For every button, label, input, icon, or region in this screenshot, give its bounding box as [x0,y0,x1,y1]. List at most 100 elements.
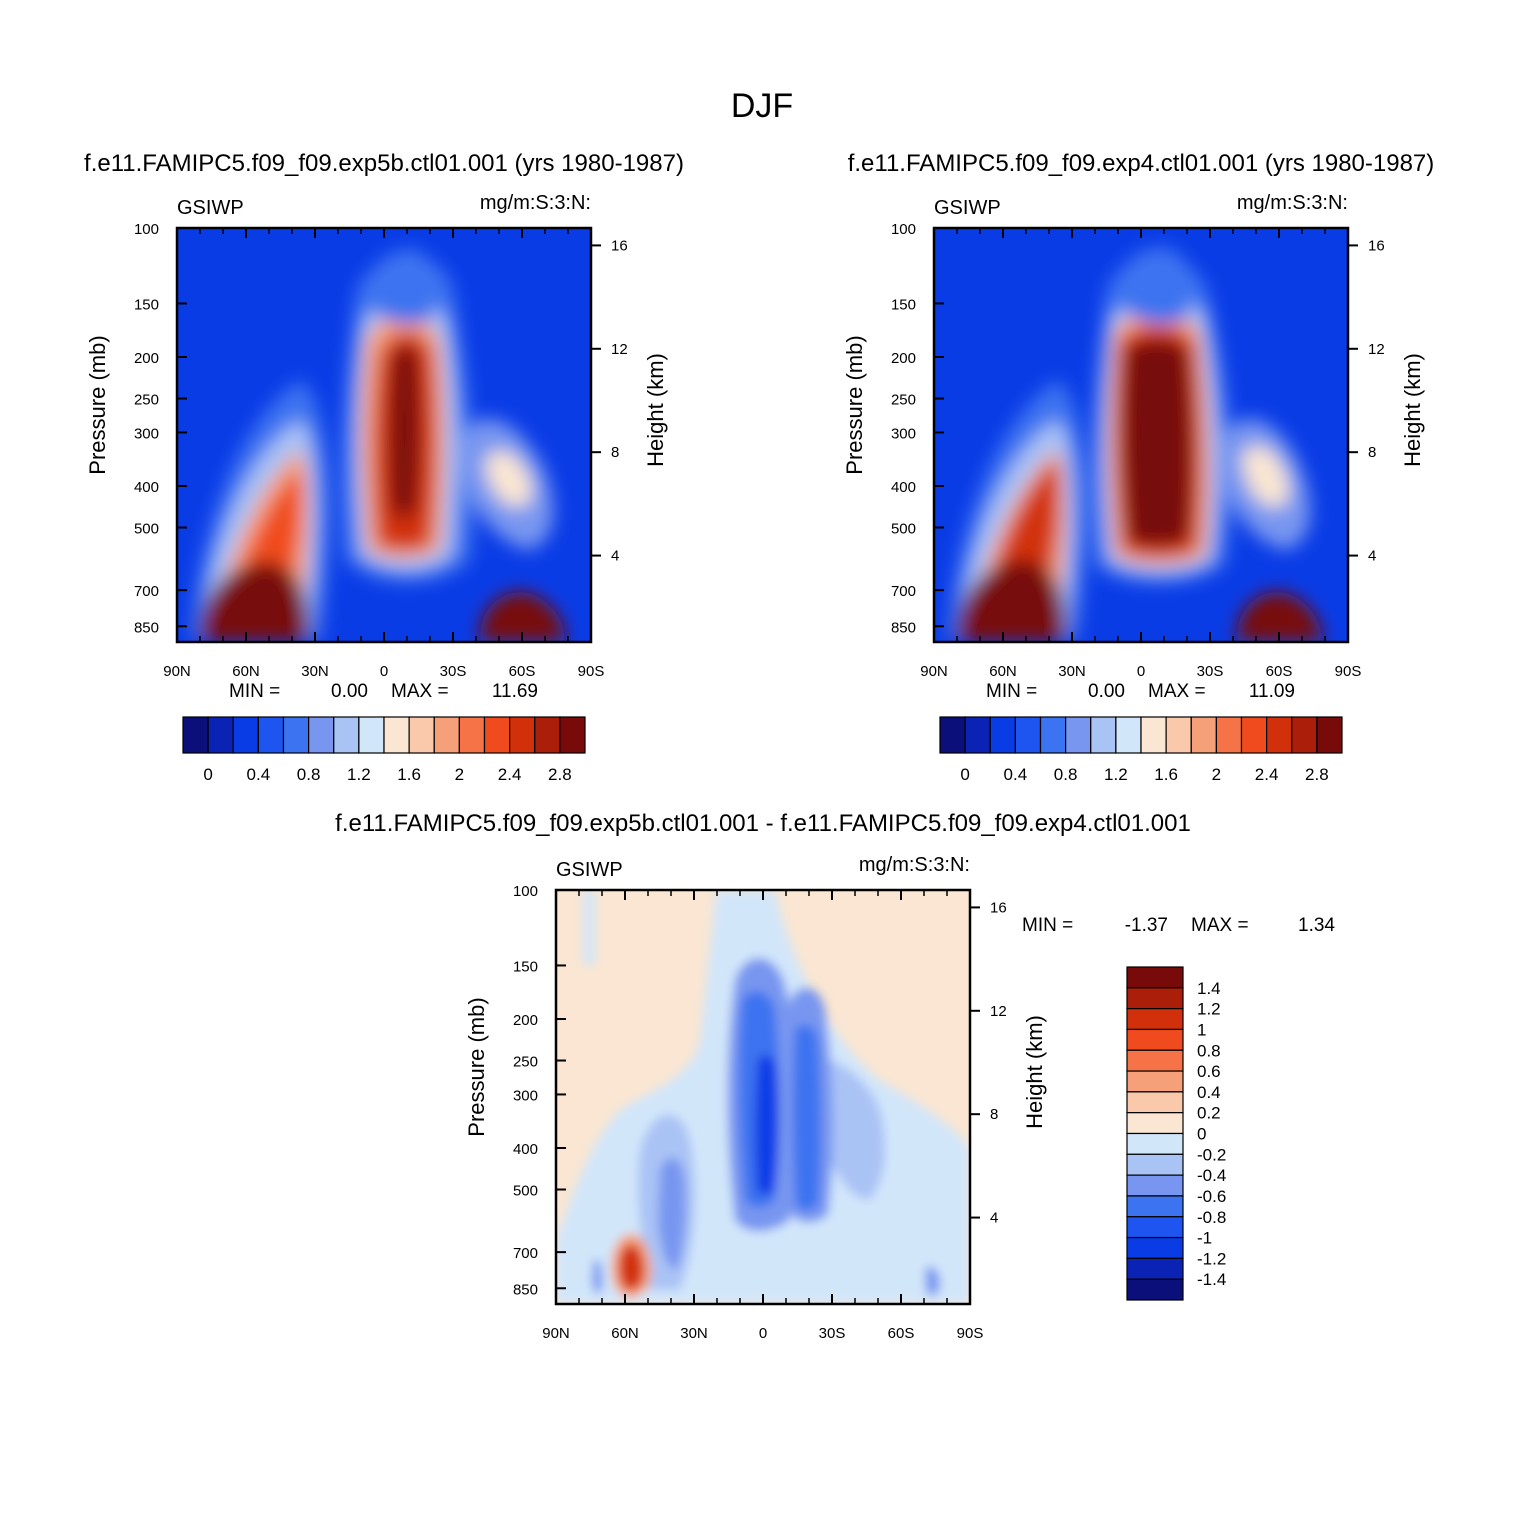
right-panel-left-string: GSIWP [934,197,1001,219]
y-tick-label: 150 [513,958,538,975]
y2-tick-label: 4 [990,1210,998,1227]
x-tick-label: 60N [989,663,1017,680]
right-colorbar: 0 0.4 0.8 1.2 1.6 2 2.4 2.8 [939,716,1343,784]
colorbar-box [308,716,335,754]
left-panel-right-string: mg/m:S:3:N: [480,192,591,214]
y-tick-label: 100 [513,883,538,900]
colorbar-box [358,716,385,754]
colorbar-label: 2.8 [548,765,572,784]
x-tick-label: 30N [680,1325,708,1342]
right-max-value: 11.09 [1249,681,1295,702]
y2-tick-label: 8 [611,444,619,461]
y-axis-title: Pressure (mb) [464,997,489,1136]
colorbar-label: -0.6 [1197,1187,1226,1206]
right-sh-band-contour-2 [1242,445,1289,507]
y-tick-label: 150 [891,296,916,313]
colorbar-box [1240,716,1268,754]
y2-tick-label: 12 [611,341,628,358]
colorbar-label: 1.6 [397,765,421,784]
colorbar-box [1065,716,1092,754]
difference-min-value: -1.37 [1125,915,1168,936]
colorbar-box [1316,716,1343,754]
right-upper-plume [1115,247,1192,324]
colorbar-box [1126,1257,1184,1280]
left-max-value: 11.69 [492,681,538,702]
x-tick-label: 60S [509,663,536,680]
right-nh-low-max [957,559,1066,642]
left-sh-low-max [479,591,566,642]
right-min-value: 0.00 [1088,681,1125,702]
y-tick-label: 500 [134,521,159,538]
colorbar-box [509,716,536,754]
x-tick-label: 90S [957,1325,984,1342]
right-tropical-contour-5 [1121,339,1193,546]
left-sh-band-contour-2 [485,450,532,507]
difference-panel: f.e11.FAMIPC5.f09_f09.exp5b.ctl01.001 - … [335,810,1335,1342]
figure-title: DJF [731,87,793,125]
y-tick-label: 400 [513,1141,538,1158]
y2-tick-label: 12 [1368,341,1385,358]
colorbar-label: 0.8 [1054,765,1078,784]
y-tick-label: 300 [891,425,916,442]
colorbar-box [1126,1049,1184,1072]
x-tick-label: 90S [1335,663,1362,680]
colorbar-box [534,716,561,754]
right-contour-field [934,228,1348,642]
y2-tick-label: 8 [990,1106,998,1123]
difference-min-label: MIN = [1022,915,1073,936]
y-tick-label: 500 [513,1183,538,1200]
colorbar-box [1190,716,1217,754]
x-tick-label: 0 [1137,663,1145,680]
right-min-label: MIN = [986,681,1037,702]
colorbar-label: 0.4 [247,765,271,784]
colorbar-box [1126,1153,1184,1176]
y-tick-label: 700 [134,583,159,600]
left-min-label: MIN = [229,681,280,702]
x-tick-label: 90N [542,1325,570,1342]
x-tick-label: 60S [1266,663,1293,680]
colorbar-box [1266,716,1293,754]
colorbar-box [257,716,285,754]
colorbar-label: 0.2 [1197,1104,1221,1123]
x-tick-label: 30S [440,663,467,680]
y-tick-label: 250 [891,392,916,409]
colorbar-box [1039,716,1067,754]
colorbar-label: 1.4 [1197,979,1221,998]
colorbar-label: 1 [1197,1020,1206,1039]
colorbar-box [1126,1091,1184,1114]
x-tick-label: 90S [578,663,605,680]
colorbar-label: 1.6 [1154,765,1178,784]
y-tick-label: 150 [134,296,159,313]
difference-panel-left-string: GSIWP [556,859,623,881]
y2-tick-label: 4 [611,548,619,565]
colorbar-label: 0 [1197,1125,1206,1144]
y-tick-label: 850 [513,1281,538,1298]
y-tick-label: 700 [891,583,916,600]
y-tick-label: 500 [891,521,916,538]
colorbar-box [1126,1236,1184,1259]
x-tick-label: 0 [380,663,388,680]
x-tick-label: 30N [301,663,329,680]
colorbar-label: -0.4 [1197,1166,1226,1185]
colorbar-box [433,716,460,754]
y2-tick-label: 16 [1368,237,1385,254]
colorbar-box [483,716,511,754]
colorbar-box [1126,1174,1184,1197]
colorbar-box [1126,966,1184,989]
colorbar-label: 2 [455,765,464,784]
colorbar-label: -1.2 [1197,1249,1226,1268]
right-panel-right-string: mg/m:S:3:N: [1237,192,1348,214]
x-tick-label: 30S [819,1325,846,1342]
colorbar-label: -1.4 [1197,1270,1226,1289]
y-tick-label: 300 [134,425,159,442]
difference-positive-core [619,1244,644,1290]
y-tick-label: 100 [891,221,916,238]
colorbar-box [1126,1216,1184,1239]
y-tick-label: 100 [134,221,159,238]
colorbar-box [1126,1112,1184,1135]
difference-tropical-core-3 [754,1054,778,1195]
difference-light-blue-nh-strip [583,890,595,965]
y-tick-label: 200 [513,1012,538,1029]
right-axes: 90N 60N 30N 0 30S 60S 90S 100 150 200 250 300 400 500… [842,221,1425,680]
left-contour-field [177,228,591,642]
